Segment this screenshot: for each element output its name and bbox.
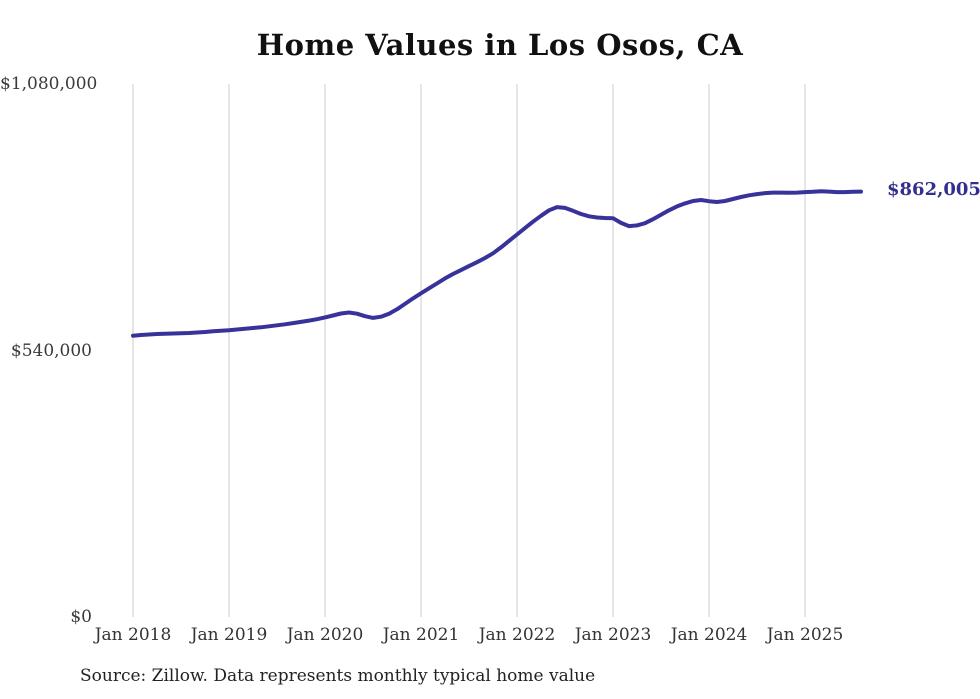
current-value-label: $862,005: [887, 178, 980, 200]
x-tick-label: Jan 2018: [94, 625, 172, 645]
x-tick-label: Jan 2021: [382, 625, 460, 645]
y-tick-label: $1,080,000: [0, 74, 98, 94]
x-tick-label: Jan 2024: [670, 625, 748, 645]
x-tick-label: Jan 2022: [478, 625, 556, 645]
y-tick-label: $540,000: [10, 340, 92, 361]
y-tick-label: $0: [70, 607, 92, 627]
x-tick-label: Jan 2025: [766, 625, 844, 645]
gridlines: [132, 84, 806, 617]
home-value-line: [131, 189, 863, 338]
x-tick-label: Jan 2019: [190, 625, 268, 645]
x-tick-label: Jan 2023: [574, 625, 652, 645]
x-tick-label: Jan 2020: [286, 625, 364, 645]
source-note: Source: Zillow. Data represents monthly …: [80, 666, 596, 686]
chart-title: Home Values in Los Osos, CA: [256, 28, 744, 62]
